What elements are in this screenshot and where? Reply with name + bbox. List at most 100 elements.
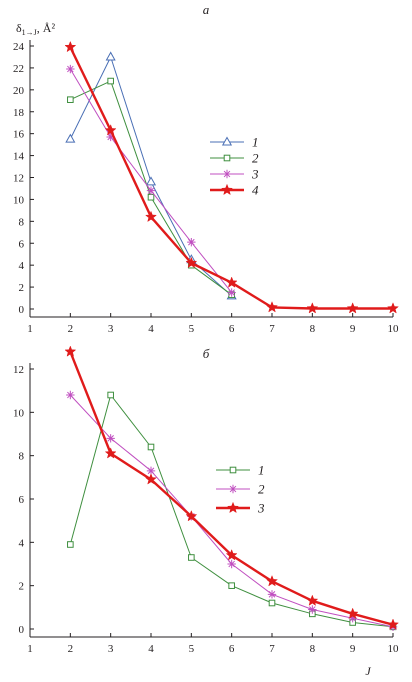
legend-label: 1	[258, 463, 265, 478]
data-point	[145, 473, 157, 485]
legend-marker	[227, 501, 239, 514]
data-point	[106, 132, 115, 142]
data-point	[147, 443, 155, 451]
data-point	[306, 302, 319, 314]
x-tick-label: 10	[388, 643, 400, 655]
data-point	[266, 575, 278, 587]
y-tick-label: 6	[19, 238, 25, 250]
data-point	[67, 541, 74, 548]
y-tick-label: 22	[13, 63, 24, 75]
panel-label: б	[203, 346, 210, 361]
legend-marker	[228, 484, 238, 494]
data-point	[185, 510, 198, 522]
x-tick-label: 6	[229, 323, 235, 335]
data-point	[146, 466, 156, 476]
legend-marker	[221, 183, 233, 196]
series-3	[66, 64, 236, 297]
data-point	[387, 302, 399, 314]
x-tick-label: 8	[310, 643, 316, 655]
legend-label: 4	[252, 183, 259, 198]
x-tick-label: 6	[229, 643, 235, 655]
y-tick-label: 0	[19, 624, 25, 636]
y-tick-label: 12	[13, 173, 24, 185]
y-tick-label: 4	[19, 537, 25, 549]
data-point	[66, 390, 75, 400]
x-tick-label: 7	[269, 323, 275, 335]
y-tick-label: 2	[19, 581, 25, 593]
legend-label: 2	[258, 482, 265, 497]
legend-entry-2: 2	[210, 151, 259, 166]
data-point	[107, 77, 114, 85]
y-tick-label: 8	[19, 216, 25, 228]
x-tick-label: 10	[388, 323, 400, 335]
legend-marker	[222, 169, 232, 179]
x-tick-label: 5	[189, 323, 195, 335]
legend-label: 1	[252, 135, 259, 150]
y-tick-label: 2	[19, 282, 25, 294]
data-point	[146, 186, 156, 195]
y-axis-title-subscript: 1→J	[22, 28, 37, 37]
legend-entry-4: 4	[210, 183, 259, 198]
data-point	[268, 599, 276, 607]
data-point	[266, 301, 278, 313]
data-point	[225, 276, 238, 288]
legend-marker	[229, 466, 237, 474]
series-4	[64, 40, 399, 314]
y-tick-label: 10	[13, 407, 25, 419]
y-tick-label: 12	[13, 364, 24, 376]
data-point	[187, 237, 196, 247]
x-tick-label: 7	[269, 643, 275, 655]
legend-marker	[223, 154, 231, 162]
x-tick-label: 9	[350, 323, 356, 335]
legend-entry-2: 2	[216, 482, 265, 497]
legend-marker	[221, 136, 233, 146]
data-point	[66, 64, 75, 74]
legend-entry-3: 3	[216, 501, 265, 516]
x-tick-label: 5	[189, 643, 195, 655]
data-point	[104, 447, 117, 459]
x-tick-label: 3	[108, 643, 114, 655]
data-point	[346, 607, 359, 619]
data-point	[147, 193, 155, 201]
x-tick-label: 9	[350, 643, 356, 655]
data-point	[104, 124, 117, 136]
y-axis-title-symbol: δ	[16, 21, 22, 35]
data-point	[306, 594, 319, 606]
x-axis-title: J	[365, 664, 371, 678]
series-line-4	[69, 46, 393, 310]
data-point	[145, 176, 157, 186]
panel-label: а	[203, 2, 210, 17]
legend-label: 3	[257, 501, 265, 516]
y-tick-label: 10	[13, 194, 25, 206]
data-point	[308, 605, 317, 614]
y-tick-label: 24	[13, 41, 25, 53]
y-tick-label: 18	[13, 107, 25, 119]
x-tick-label: 1	[27, 643, 33, 655]
data-point	[106, 434, 115, 443]
data-point	[387, 618, 399, 630]
y-tick-label: 0	[19, 304, 25, 316]
series-3	[64, 345, 399, 630]
data-point	[348, 613, 357, 623]
data-point	[228, 582, 235, 589]
data-point	[67, 96, 74, 103]
x-tick-label: 3	[108, 323, 114, 335]
data-point	[227, 559, 236, 569]
y-axis-title-unit: , Å²	[37, 21, 56, 35]
data-point	[145, 210, 157, 223]
data-point	[64, 40, 77, 53]
y-tick-label: 4	[19, 260, 25, 272]
data-point	[346, 302, 359, 314]
legend-label: 2	[252, 151, 259, 166]
y-tick-label: 8	[19, 451, 25, 463]
y-tick-label: 14	[13, 151, 25, 163]
legend-entry-3: 3	[210, 167, 259, 182]
y-tick-label: 16	[13, 129, 25, 141]
data-point	[225, 549, 238, 561]
legend-entry-1: 1	[210, 135, 259, 150]
legend-entry-1: 1	[216, 463, 265, 478]
data-point	[64, 345, 77, 357]
